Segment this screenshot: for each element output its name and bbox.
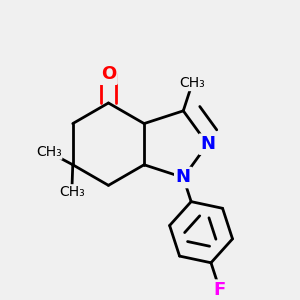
Text: N: N	[200, 135, 215, 153]
Text: F: F	[214, 281, 226, 299]
Text: CH₃: CH₃	[59, 185, 85, 199]
Text: O: O	[101, 65, 116, 83]
Text: N: N	[176, 169, 191, 187]
Text: CH₃: CH₃	[179, 76, 205, 91]
Text: CH₃: CH₃	[36, 145, 62, 159]
